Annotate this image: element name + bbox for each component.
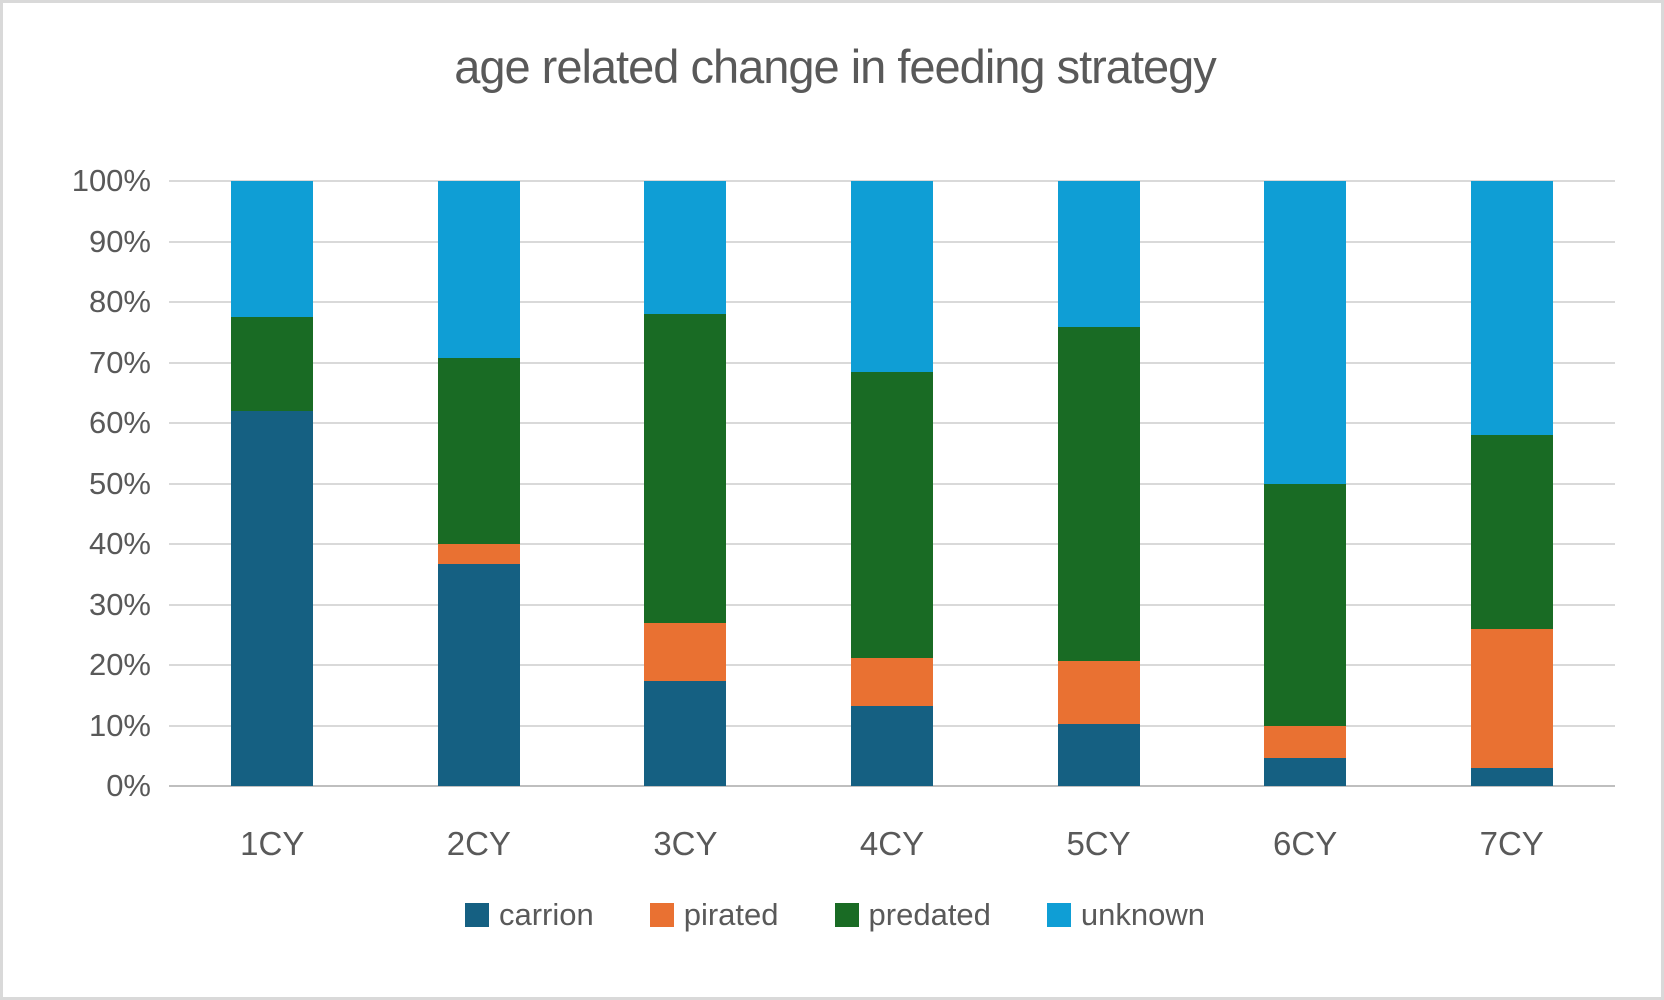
y-tick-label: 90% <box>88 223 151 259</box>
y-tick-label: 50% <box>88 465 151 501</box>
chart-title: age related change in feeding strategy <box>454 40 1217 93</box>
legend-label-unknown: unknown <box>1080 897 1206 932</box>
bar-segment-carrion-3CY <box>644 681 727 786</box>
bar-segment-unknown-5CY <box>1057 181 1140 328</box>
x-tick-label-3CY: 3CY <box>653 825 718 862</box>
bar-segment-predated-5CY <box>1057 327 1140 662</box>
legend-item-unknown: unknown <box>1046 897 1206 933</box>
y-tick-label: 30% <box>88 586 151 622</box>
bar-segment-pirated-5CY <box>1057 661 1140 724</box>
legend-item-pirated: pirated <box>649 897 779 933</box>
bar-segment-unknown-6CY <box>1264 181 1347 484</box>
x-tick-label-1CY: 1CY <box>240 825 305 862</box>
x-tick-label-6CY: 6CY <box>1273 825 1338 862</box>
y-tick-label: 100% <box>71 163 151 198</box>
bar-segment-predated-2CY <box>437 358 520 545</box>
bar-segment-unknown-7CY <box>1470 181 1553 436</box>
legend-swatch-pirated <box>649 903 674 927</box>
bar-4CY <box>851 181 933 786</box>
bar-segment-pirated-2CY <box>437 544 520 564</box>
bar-5CY <box>1057 181 1140 786</box>
bar-6CY <box>1264 181 1347 786</box>
bar-7CY <box>1470 181 1553 786</box>
y-tick-label: 60% <box>88 405 151 440</box>
x-tick-label-4CY: 4CY <box>859 825 925 862</box>
bar-1CY <box>231 181 314 786</box>
legend-swatch-carrion <box>464 903 489 927</box>
bar-segment-predated-7CY <box>1470 435 1553 629</box>
y-tick-label: 40% <box>88 526 151 561</box>
bar-segment-unknown-1CY <box>231 181 314 318</box>
y-tick-label: 70% <box>88 344 151 380</box>
legend-swatch-unknown <box>1046 903 1071 927</box>
legend-item-carrion: carrion <box>464 897 594 933</box>
bar-segment-carrion-6CY <box>1264 758 1347 786</box>
y-tick-label: 80% <box>88 284 151 319</box>
legend: carrion pirated predated unknown <box>3 897 1664 933</box>
bar-segment-predated-3CY <box>644 313 727 624</box>
y-tick-label: 10% <box>88 707 151 743</box>
bar-segment-carrion-4CY <box>851 706 933 786</box>
legend-label-pirated: pirated <box>683 897 779 932</box>
x-tick-label-5CY: 5CY <box>1066 825 1131 862</box>
bar-segment-carrion-7CY <box>1470 767 1553 786</box>
bar-segment-pirated-4CY <box>851 658 933 707</box>
y-tick-label: 20% <box>88 647 151 682</box>
bar-segment-pirated-6CY <box>1264 725 1347 759</box>
bar-3CY <box>644 181 727 786</box>
bar-segment-predated-6CY <box>1264 483 1347 726</box>
bar-2CY <box>437 181 520 786</box>
plot-area <box>169 180 1615 787</box>
bar-segment-unknown-3CY <box>644 181 727 314</box>
bar-segment-carrion-1CY <box>231 410 314 786</box>
bar-segment-predated-4CY <box>851 371 933 659</box>
gridline-100% <box>169 180 1615 182</box>
bar-segment-predated-1CY <box>231 317 314 411</box>
bar-segment-unknown-4CY <box>851 181 933 372</box>
legend-item-predated: predated <box>834 897 991 933</box>
y-tick-label: 0% <box>106 768 151 803</box>
bar-segment-pirated-3CY <box>644 623 727 682</box>
gridline-0% <box>169 785 1615 787</box>
legend-swatch-predated <box>834 903 859 927</box>
bar-segment-unknown-2CY <box>437 181 520 359</box>
legend-label-carrion: carrion <box>498 897 594 932</box>
bar-segment-pirated-7CY <box>1470 628 1553 768</box>
legend-label-predated: predated <box>868 897 991 932</box>
bar-segment-carrion-5CY <box>1057 723 1140 786</box>
x-tick-label-2CY: 2CY <box>446 825 511 862</box>
bar-segment-carrion-2CY <box>437 563 520 786</box>
x-tick-label-7CY: 7CY <box>1479 825 1544 862</box>
